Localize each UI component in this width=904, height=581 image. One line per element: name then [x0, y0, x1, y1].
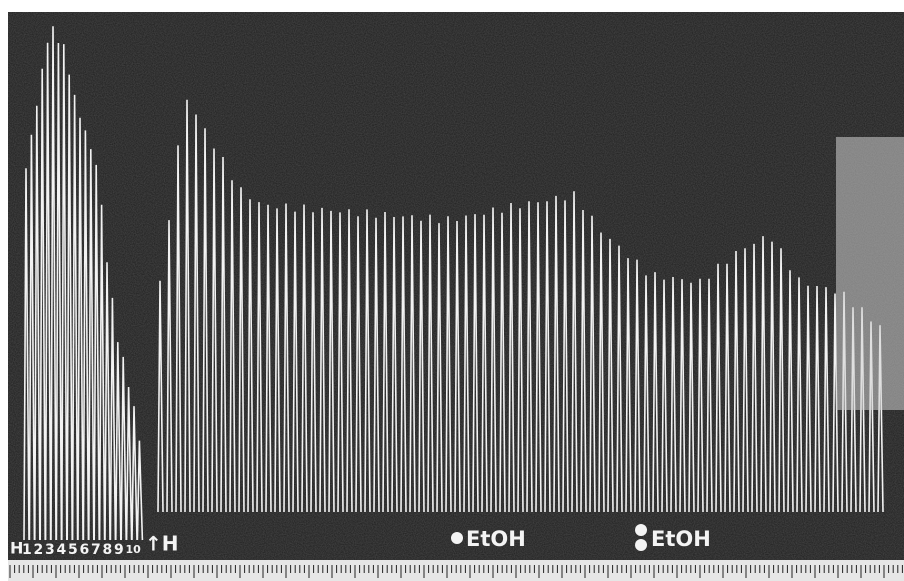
ethanol-dot: [635, 524, 647, 536]
contraction-traces: [23, 26, 884, 541]
ethanol-label: EtOH: [651, 527, 711, 551]
dose-label: 8: [103, 542, 113, 558]
dose-label: 3: [45, 542, 55, 558]
ethanol-dot: [635, 539, 647, 551]
start-marker: H: [10, 539, 23, 558]
dose-label: 2: [34, 542, 44, 558]
time-ticks: [9, 565, 903, 578]
dose-label: 7: [91, 542, 101, 558]
trace-segment: [157, 99, 884, 513]
wash-marker: ↑H: [145, 532, 179, 556]
ethanol-label: EtOH: [466, 527, 526, 551]
ethanol-dot: [451, 532, 463, 544]
dose-label: 4: [57, 542, 67, 558]
dose-label: 1: [22, 542, 32, 558]
glare-patch: [836, 137, 904, 410]
trace-segment: [23, 26, 144, 541]
dose-label: 10: [126, 543, 142, 556]
dose-label: 6: [80, 542, 90, 558]
dose-label: 9: [114, 542, 124, 558]
dose-label: 5: [68, 542, 78, 558]
dose-labels: 1 2 3 4 5 6 7 8 9 10: [22, 542, 141, 558]
